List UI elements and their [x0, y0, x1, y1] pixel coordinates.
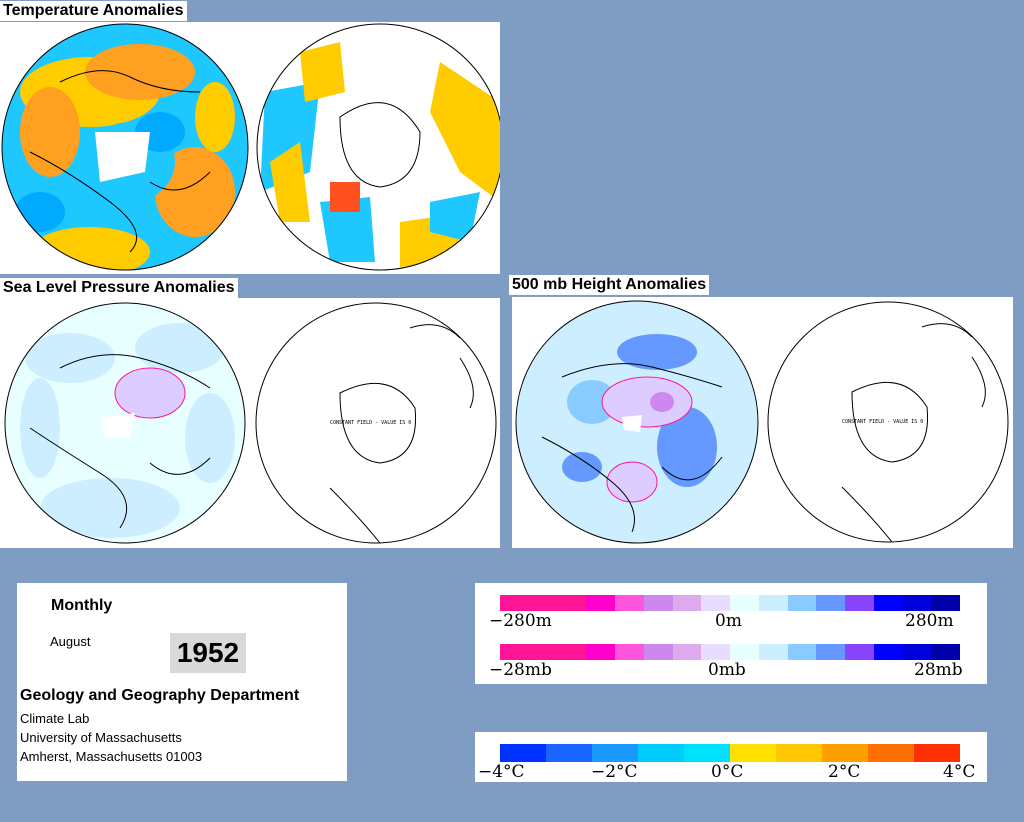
height-legend-swatch: [787, 595, 817, 611]
temperature-legend-swatch: [592, 744, 638, 762]
pressure-legend-swatch: [557, 644, 587, 660]
pressure-legend-swatch: [902, 644, 932, 660]
temperature-legend-swatch: [776, 744, 822, 762]
temperature-legend-swatch: [868, 744, 914, 762]
university-label: University of Massachusetts: [20, 730, 182, 745]
pressure-color-bar: [500, 644, 960, 660]
height-pressure-legend: −280m 0m 280m −28mb 0mb 28mb: [475, 583, 987, 684]
temperature-legend-swatch: [914, 744, 960, 762]
temperature-label-minus4: −4°C: [478, 762, 525, 782]
pressure-legend-swatch: [528, 644, 558, 660]
month-label: August: [50, 634, 91, 649]
temperature-legend-swatch: [822, 744, 868, 762]
pressure-legend-swatch: [500, 644, 529, 660]
temperature-label-plus2: 2°C: [828, 762, 861, 782]
temperature-legend: −4°C −2°C 0°C 2°C 4°C: [475, 732, 987, 782]
height-legend-swatch: [873, 595, 903, 611]
temperature-color-bar: [500, 744, 960, 762]
temperature-label-plus4: 4°C: [943, 762, 976, 782]
height-legend-swatch: [500, 595, 529, 611]
height-label-max: 280m: [905, 611, 954, 631]
pressure-legend-swatch: [931, 644, 960, 660]
info-box: Monthly August 1952 Geology and Geograph…: [17, 583, 347, 781]
temperature-legend-swatch: [684, 744, 730, 762]
pressure-label-zero: 0mb: [708, 660, 746, 680]
height-legend-swatch: [528, 595, 558, 611]
height-legend-swatch: [672, 595, 702, 611]
pressure-legend-swatch: [873, 644, 903, 660]
period-label: Monthly: [51, 597, 113, 614]
temperature-legend-swatch: [730, 744, 776, 762]
temperature-map-panel: [0, 22, 500, 274]
height-legend-swatch: [615, 595, 644, 611]
slp-north-hemisphere-map: [5, 303, 245, 543]
height-500mb-map-panel: CONSTANT FIELD - VALUE IS 0: [512, 297, 1013, 548]
temperature-label-zero: 0°C: [711, 762, 744, 782]
height-legend-swatch: [758, 595, 788, 611]
height-legend-swatch: [931, 595, 960, 611]
height-label-zero: 0m: [715, 611, 742, 631]
height-500mb-north-hemisphere-map: [516, 301, 758, 543]
pressure-legend-swatch: [758, 644, 788, 660]
department-label: Geology and Geography Department: [20, 687, 300, 704]
pressure-label-min: −28mb: [489, 660, 552, 680]
temperature-anomalies-title: Temperature Anomalies: [0, 1, 187, 21]
temperature-south-hemisphere-map: [257, 24, 500, 270]
pressure-legend-swatch: [816, 644, 845, 660]
address-label: Amherst, Massachusetts 01003: [20, 749, 203, 764]
height-south-constant-field-note: CONSTANT FIELD - VALUE IS 0: [842, 419, 924, 425]
lab-label: Climate Lab: [20, 711, 90, 726]
pressure-legend-swatch: [672, 644, 702, 660]
height-legend-swatch: [902, 595, 932, 611]
pressure-legend-swatch: [787, 644, 817, 660]
height-legend-swatch: [816, 595, 845, 611]
temperature-legend-swatch: [500, 744, 546, 762]
pressure-legend-swatch: [643, 644, 673, 660]
temperature-label-minus2: −2°C: [591, 762, 638, 782]
pressure-legend-swatch: [845, 644, 874, 660]
height-legend-swatch: [701, 595, 730, 611]
temperature-legend-swatch: [546, 744, 592, 762]
pressure-legend-swatch: [615, 644, 644, 660]
sea-level-pressure-anomalies-title: Sea Level Pressure Anomalies: [0, 278, 238, 298]
temperature-north-hemisphere-map: [2, 24, 248, 270]
height-legend-swatch: [586, 595, 615, 611]
year-badge: 1952: [170, 633, 246, 673]
temperature-legend-swatch: [638, 744, 684, 762]
height-legend-swatch: [730, 595, 759, 611]
height-color-bar: [500, 595, 960, 611]
height-500mb-anomalies-title: 500 mb Height Anomalies: [509, 275, 710, 295]
height-label-min: −280m: [489, 611, 552, 631]
height-500mb-south-hemisphere-map: [767, 301, 1009, 543]
height-legend-swatch: [643, 595, 673, 611]
height-legend-swatch: [845, 595, 874, 611]
slp-south-constant-field-note: CONSTANT FIELD - VALUE IS 0: [330, 420, 412, 426]
pressure-legend-swatch: [701, 644, 730, 660]
slp-map-panel: CONSTANT FIELD - VALUE IS 0: [0, 298, 500, 548]
pressure-label-max: 28mb: [914, 660, 963, 680]
slp-south-hemisphere-map: [255, 302, 497, 544]
height-legend-swatch: [557, 595, 587, 611]
pressure-legend-swatch: [730, 644, 759, 660]
pressure-legend-swatch: [586, 644, 615, 660]
